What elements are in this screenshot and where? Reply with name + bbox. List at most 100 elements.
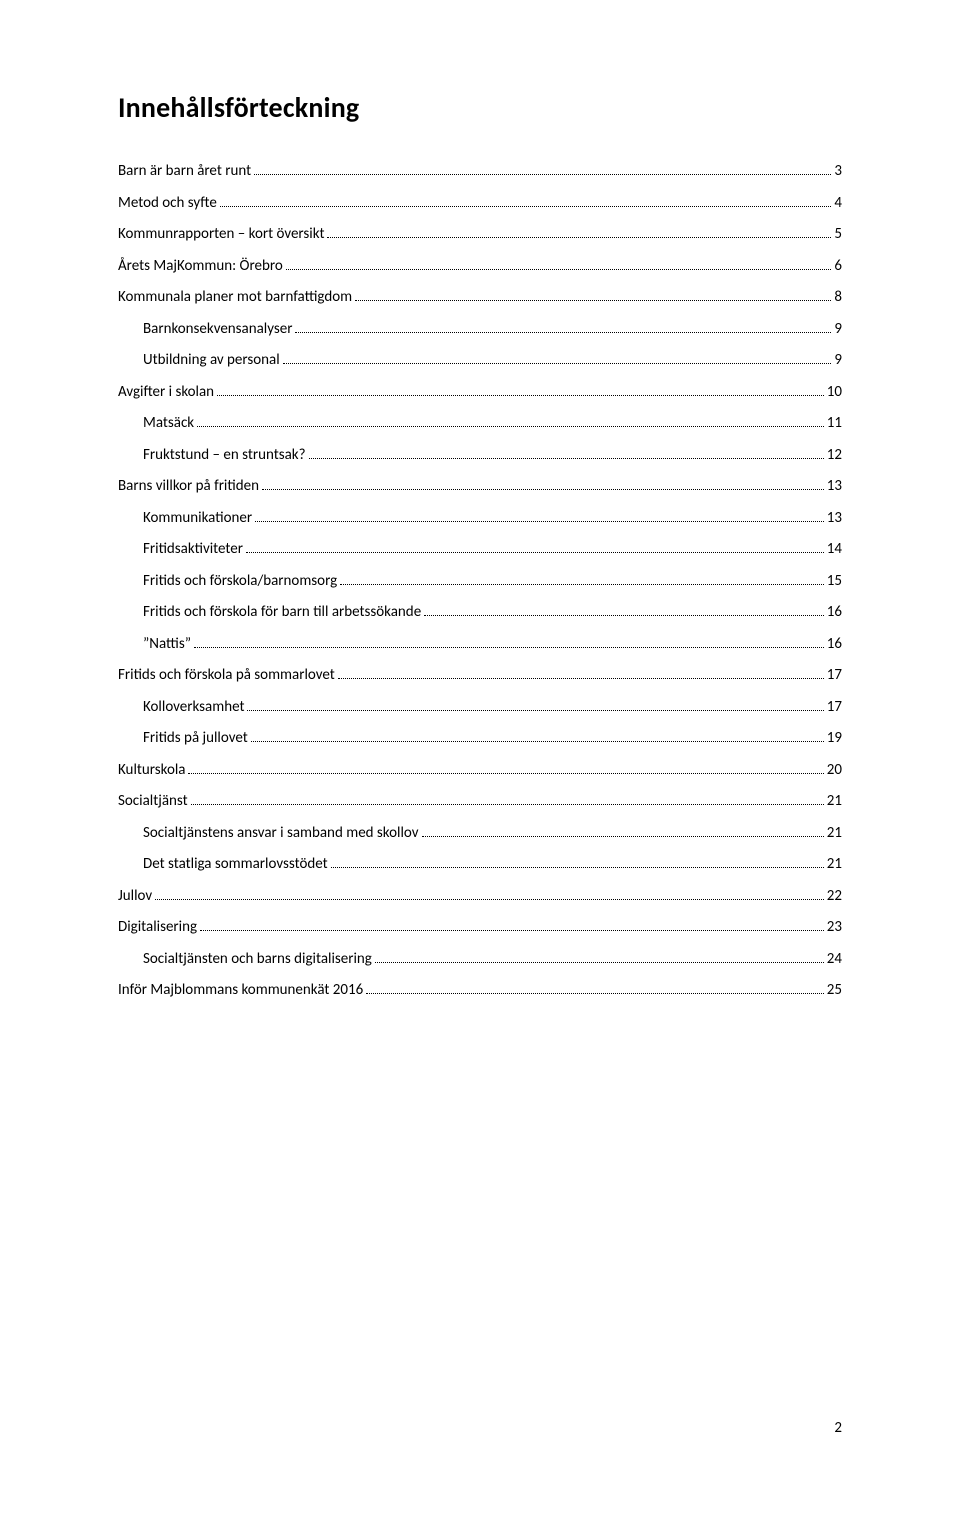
- toc-label: Socialtjänstens ansvar i samband med sko…: [143, 823, 419, 844]
- toc-page-number: 22: [827, 886, 842, 907]
- toc-page-number: 9: [834, 319, 842, 340]
- toc-row: Metod och syfte 4: [118, 193, 842, 214]
- toc-leader-dots: [295, 332, 831, 333]
- toc-row: Kulturskola 20: [118, 760, 842, 781]
- toc-page-number: 8: [834, 287, 842, 308]
- toc-label: Fritids och förskola på sommarlovet: [118, 665, 335, 686]
- toc-row: Barn är barn året runt 3: [118, 161, 842, 182]
- toc-row: Barnkonsekvensanalyser 9: [118, 319, 842, 340]
- toc-label: Socialtjänsten och barns digitalisering: [143, 949, 372, 970]
- toc-label: Det statliga sommarlovsstödet: [143, 854, 328, 875]
- toc-page-number: 5: [834, 224, 842, 245]
- toc-leader-dots: [327, 237, 831, 238]
- toc-leader-dots: [375, 962, 824, 963]
- toc-leader-dots: [200, 930, 824, 931]
- toc-leader-dots: [188, 773, 823, 774]
- toc-leader-dots: [366, 993, 824, 994]
- toc-page-number: 21: [827, 854, 842, 875]
- toc-label: Digitalisering: [118, 917, 197, 938]
- toc-row: Barns villkor på fritiden 13: [118, 476, 842, 497]
- toc-leader-dots: [331, 867, 824, 868]
- toc-label: Inför Majblommans kommunenkät 2016: [118, 980, 363, 1001]
- toc-leader-dots: [220, 206, 832, 207]
- toc-leader-dots: [246, 552, 824, 553]
- toc-row: Årets MajKommun: Örebro 6: [118, 256, 842, 277]
- toc-row: Fritids på jullovet 19: [118, 728, 842, 749]
- toc-row: Fritids och förskola för barn till arbet…: [118, 602, 842, 623]
- toc-row: Socialtjänstens ansvar i samband med sko…: [118, 823, 842, 844]
- document-page: Innehållsförteckning Barn är barn året r…: [0, 0, 960, 1001]
- toc-page-number: 12: [827, 445, 842, 466]
- toc-label: ”Nattis”: [143, 634, 191, 655]
- toc-page-number: 10: [827, 382, 842, 403]
- toc-leader-dots: [286, 269, 832, 270]
- toc-label: Fritidsaktiviteter: [143, 539, 243, 560]
- toc-label: Barnkonsekvensanalyser: [143, 319, 292, 340]
- toc-label: Årets MajKommun: Örebro: [118, 256, 283, 277]
- toc-leader-dots: [254, 174, 831, 175]
- toc-page-number: 19: [827, 728, 842, 749]
- toc-leader-dots: [255, 521, 824, 522]
- toc-page-number: 16: [827, 602, 842, 623]
- toc-page-number: 13: [827, 508, 842, 529]
- table-of-contents: Barn är barn året runt 3 Metod och syfte …: [118, 161, 842, 1001]
- toc-label: Fritids och förskola för barn till arbet…: [143, 602, 421, 623]
- toc-label: Barn är barn året runt: [118, 161, 251, 182]
- toc-leader-dots: [424, 615, 824, 616]
- toc-label: Avgifter i skolan: [118, 382, 214, 403]
- toc-page-number: 23: [827, 917, 842, 938]
- toc-leader-dots: [338, 678, 824, 679]
- toc-label: Barns villkor på fritiden: [118, 476, 259, 497]
- toc-row: Kommunala planer mot barnfattigdom 8: [118, 287, 842, 308]
- toc-label: Kolloverksamhet: [143, 697, 244, 718]
- toc-leader-dots: [247, 710, 823, 711]
- toc-page-number: 11: [827, 413, 842, 434]
- toc-label: Kommunikationer: [143, 508, 252, 529]
- toc-row: Socialtjänst 21: [118, 791, 842, 812]
- toc-page-number: 25: [827, 980, 842, 1001]
- toc-leader-dots: [217, 395, 824, 396]
- toc-leader-dots: [283, 363, 832, 364]
- toc-leader-dots: [262, 489, 824, 490]
- toc-row: Fritids och förskola/barnomsorg 15: [118, 571, 842, 592]
- toc-label: Matsäck: [143, 413, 194, 434]
- toc-page-number: 3: [834, 161, 842, 182]
- toc-row: Kommunrapporten – kort översikt 5: [118, 224, 842, 245]
- toc-page-number: 24: [827, 949, 842, 970]
- toc-leader-dots: [355, 300, 831, 301]
- toc-row: Jullov 22: [118, 886, 842, 907]
- toc-page-number: 6: [834, 256, 842, 277]
- toc-row: Fruktstund – en struntsak? 12: [118, 445, 842, 466]
- toc-label: Utbildning av personal: [143, 350, 280, 371]
- toc-row: Fritidsaktiviteter 14: [118, 539, 842, 560]
- toc-label: Socialtjänst: [118, 791, 188, 812]
- toc-row: Fritids och förskola på sommarlovet 17: [118, 665, 842, 686]
- page-number: 2: [834, 1419, 842, 1437]
- toc-page-number: 14: [827, 539, 842, 560]
- toc-page-number: 15: [827, 571, 842, 592]
- toc-page-number: 17: [827, 665, 842, 686]
- toc-row: Avgifter i skolan 10: [118, 382, 842, 403]
- toc-page-number: 9: [834, 350, 842, 371]
- toc-leader-dots: [197, 426, 824, 427]
- toc-page-number: 20: [827, 760, 842, 781]
- toc-row: ”Nattis” 16: [118, 634, 842, 655]
- toc-label: Kulturskola: [118, 760, 185, 781]
- toc-label: Kommunrapporten – kort översikt: [118, 224, 324, 245]
- toc-label: Fritids och förskola/barnomsorg: [143, 571, 337, 592]
- toc-leader-dots: [155, 899, 824, 900]
- toc-leader-dots: [194, 647, 824, 648]
- toc-label: Jullov: [118, 886, 152, 907]
- toc-label: Fruktstund – en struntsak?: [143, 445, 306, 466]
- toc-label: Metod och syfte: [118, 193, 217, 214]
- toc-row: Matsäck 11: [118, 413, 842, 434]
- toc-page-number: 21: [827, 791, 842, 812]
- page-title: Innehållsförteckning: [118, 90, 842, 125]
- toc-leader-dots: [191, 804, 824, 805]
- toc-row: Digitalisering 23: [118, 917, 842, 938]
- toc-leader-dots: [422, 836, 824, 837]
- toc-leader-dots: [251, 741, 824, 742]
- toc-page-number: 4: [834, 193, 842, 214]
- toc-row: Det statliga sommarlovsstödet 21: [118, 854, 842, 875]
- toc-row: Inför Majblommans kommunenkät 2016 25: [118, 980, 842, 1001]
